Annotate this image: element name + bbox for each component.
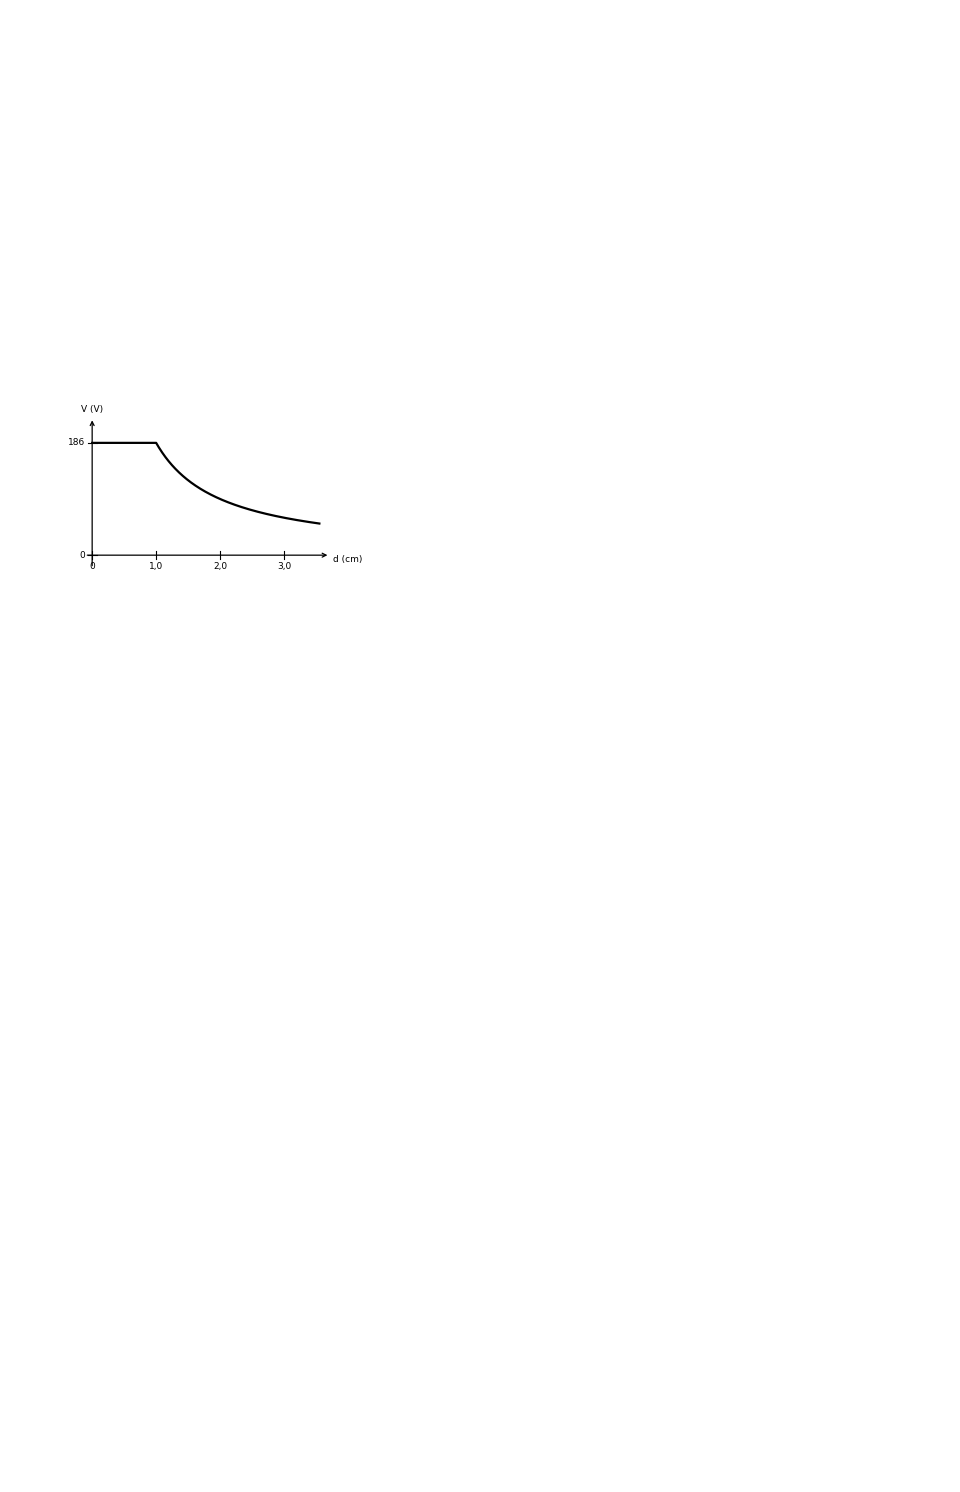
Text: V (V): V (V) [81, 406, 104, 415]
Text: 0: 0 [80, 551, 85, 560]
Text: 1,0: 1,0 [149, 562, 163, 571]
Text: 0: 0 [89, 562, 95, 571]
Text: 186: 186 [68, 439, 85, 448]
Text: d (cm): d (cm) [333, 555, 362, 564]
Text: 2,0: 2,0 [213, 562, 228, 571]
Text: 3,0: 3,0 [277, 562, 291, 571]
